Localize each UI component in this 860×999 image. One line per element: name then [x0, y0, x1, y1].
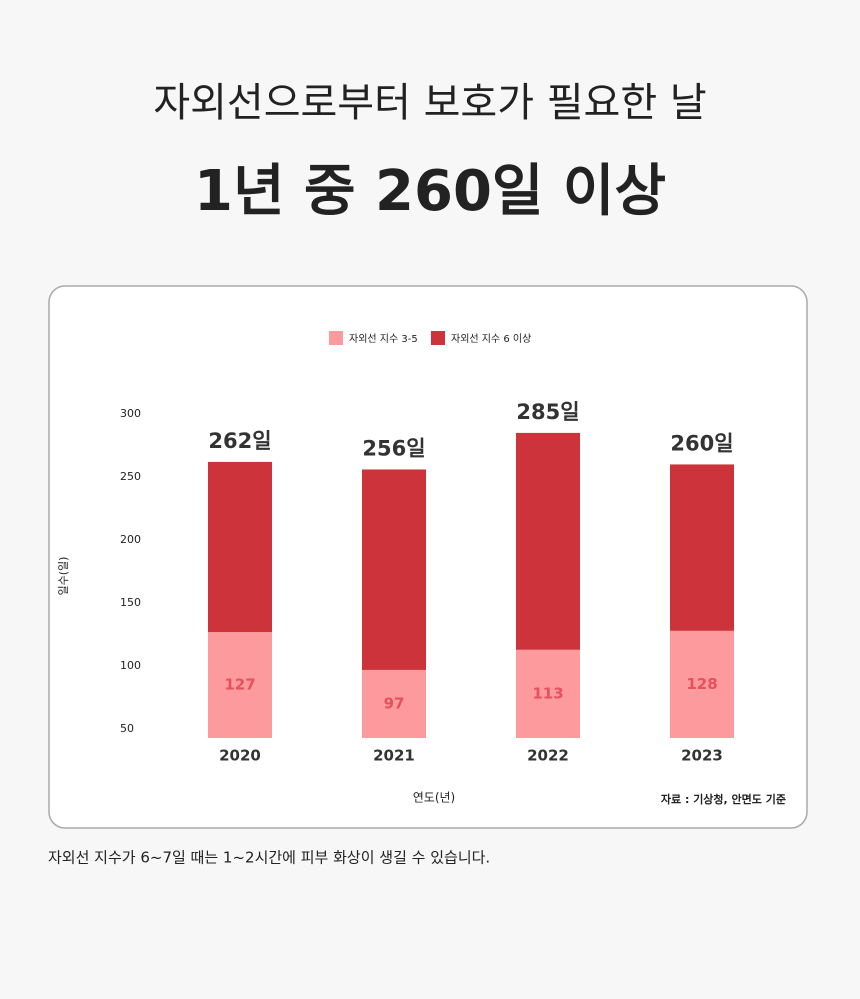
bar-segment [516, 649, 580, 738]
y-tick-label: 300 [120, 407, 141, 420]
headline: 1년 중 260일 이상 [194, 159, 666, 224]
segment-label: 128 [686, 675, 717, 693]
y-axis-title: 일수(일) [56, 557, 70, 596]
x-tick-label: 2021 [373, 747, 415, 765]
bar-segment [362, 469, 426, 670]
total-label: 256일 [362, 436, 425, 460]
bar-segment [362, 669, 426, 738]
segment-label: 127 [224, 676, 255, 694]
bar-segment [208, 461, 272, 633]
y-tick-label: 50 [120, 722, 134, 735]
total-label: 285일 [516, 400, 579, 424]
x-tick-label: 2023 [681, 747, 723, 765]
title: 자외선으로부터 보호가 필요한 날 [153, 80, 706, 126]
footnote: 자외선 지수가 6~7일 때는 1~2시간에 피부 화상이 생길 수 있습니다. [48, 849, 490, 867]
y-tick-label: 200 [120, 533, 141, 546]
segment-label: 113 [532, 684, 563, 702]
bar-segment [516, 432, 580, 650]
legend-swatch [431, 331, 445, 345]
x-tick-label: 2022 [527, 747, 569, 765]
segment-label: 97 [384, 694, 405, 712]
total-label: 262일 [208, 429, 271, 453]
bar-segment [670, 464, 734, 631]
bar-segment [208, 632, 272, 738]
y-tick-label: 100 [120, 659, 141, 672]
source: 자료 : 기상청, 안면도 기준 [661, 792, 786, 806]
x-axis-title: 연도(년) [413, 791, 455, 805]
y-tick-label: 250 [120, 470, 141, 483]
total-label: 260일 [670, 431, 733, 455]
y-tick-label: 150 [120, 596, 141, 609]
legend-label: 자외선 지수 6 이상 [451, 333, 531, 345]
legend-swatch [329, 331, 343, 345]
legend-label: 자외선 지수 3-5 [349, 333, 418, 345]
x-tick-label: 2020 [219, 747, 261, 765]
bar-segment [670, 630, 734, 738]
